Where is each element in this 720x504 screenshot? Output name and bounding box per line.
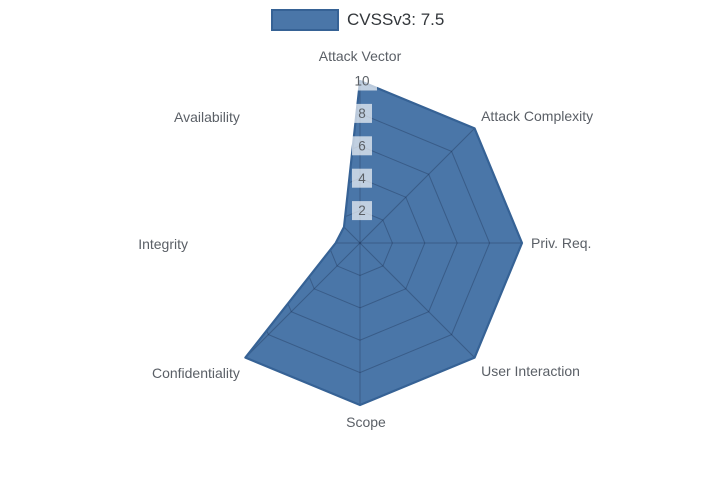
radial-tick-bg-8 xyxy=(352,103,372,123)
legend[interactable]: CVSSv3: 7.5 xyxy=(271,9,444,31)
axis-label-attack-complexity: Attack Complexity xyxy=(481,108,593,124)
data-polygon-cvssv3-7-5 xyxy=(245,81,522,405)
radial-tick-bg-10 xyxy=(347,71,377,91)
axis-label-attack-vector: Attack Vector xyxy=(319,48,402,64)
axis-label-priv-req: Priv. Req. xyxy=(531,235,591,251)
radial-tick-bg-2 xyxy=(352,201,372,221)
radial-tick-8: 8 xyxy=(358,106,366,121)
legend-label: CVSSv3: 7.5 xyxy=(347,10,445,29)
radial-tick-bg-6 xyxy=(352,136,372,156)
radial-tick-4: 4 xyxy=(358,171,366,186)
grid-spoke-attack-complexity xyxy=(359,128,475,244)
grid-spoke-user-interaction xyxy=(359,242,475,358)
axis-label-scope: Scope xyxy=(346,414,386,430)
grid-spoke-confidentiality xyxy=(245,242,361,358)
radial-tick-2: 2 xyxy=(358,203,366,218)
axis-label-user-interaction: User Interaction xyxy=(481,363,580,379)
grid-spoke-availability xyxy=(245,128,361,244)
axis-label-confidentiality: Confidentiality xyxy=(152,365,240,381)
data-polygon-border xyxy=(244,79,524,407)
axis-label-availability: Availability xyxy=(174,109,240,125)
radial-tick-6: 6 xyxy=(358,138,366,153)
radial-tick-bg-4 xyxy=(352,168,372,188)
axis-label-integrity: Integrity xyxy=(138,236,188,252)
legend-swatch xyxy=(271,9,339,31)
radial-tick-10: 10 xyxy=(354,74,369,89)
